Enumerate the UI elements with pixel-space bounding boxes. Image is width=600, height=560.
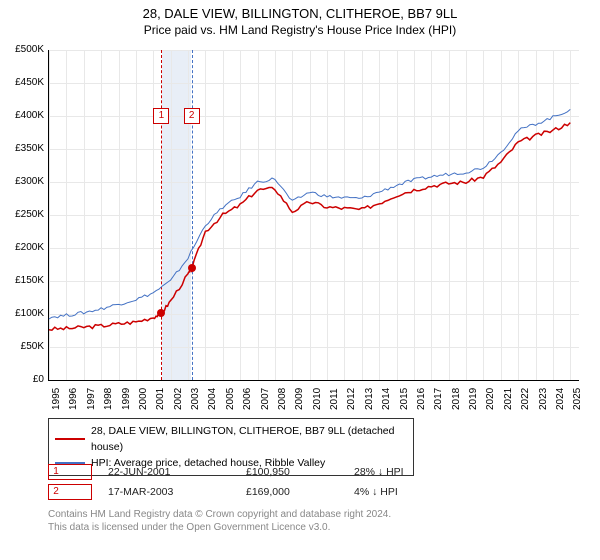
xtick-label: 2006	[242, 388, 253, 410]
xtick-label: 2024	[555, 388, 566, 410]
tx-date: 22-JUN-2001	[108, 466, 246, 478]
chart-svg	[49, 50, 579, 380]
xtick-label: 2009	[294, 388, 305, 410]
ytick-label: £400K	[0, 110, 44, 121]
xtick-label: 2000	[138, 388, 149, 410]
xtick-label: 2016	[416, 388, 427, 410]
xtick-label: 2025	[572, 388, 583, 410]
xtick-label: 2020	[485, 388, 496, 410]
xtick-label: 2018	[451, 388, 462, 410]
xtick-label: 2019	[468, 388, 479, 410]
xtick-label: 2001	[155, 388, 166, 410]
tx-date: 17-MAR-2003	[108, 486, 246, 498]
xtick-label: 2003	[190, 388, 201, 410]
transaction-row: 2 17-MAR-2003£169,0004% ↓ HPI	[48, 482, 432, 502]
container: 28, DALE VIEW, BILLINGTON, CLITHEROE, BB…	[0, 0, 600, 560]
tx-marker-box: 2	[48, 484, 92, 500]
xtick-label: 2013	[364, 388, 375, 410]
ytick-label: £50K	[0, 341, 44, 352]
page-subtitle: Price paid vs. HM Land Registry's House …	[0, 21, 600, 37]
tx-marker-box: 1	[48, 464, 92, 480]
data-point	[188, 264, 196, 272]
xtick-label: 1999	[121, 388, 132, 410]
xtick-label: 2004	[207, 388, 218, 410]
xtick-label: 2015	[399, 388, 410, 410]
xtick-label: 1995	[51, 388, 62, 410]
page-title: 28, DALE VIEW, BILLINGTON, CLITHEROE, BB…	[0, 0, 600, 21]
tx-price: £169,000	[246, 486, 354, 498]
ytick-label: £350K	[0, 143, 44, 154]
xtick-label: 2005	[225, 388, 236, 410]
series-hpi	[49, 109, 570, 319]
ytick-label: £250K	[0, 209, 44, 220]
ytick-label: £150K	[0, 275, 44, 286]
legend-label: 28, DALE VIEW, BILLINGTON, CLITHEROE, BB…	[91, 423, 407, 455]
ytick-label: £450K	[0, 77, 44, 88]
xtick-label: 2023	[538, 388, 549, 410]
xtick-label: 2017	[433, 388, 444, 410]
tx-change: 28% ↓ HPI	[354, 466, 432, 478]
xtick-label: 2012	[346, 388, 357, 410]
transaction-row: 1 22-JUN-2001£100,95028% ↓ HPI	[48, 462, 432, 482]
ytick-label: £100K	[0, 308, 44, 319]
xtick-label: 2010	[312, 388, 323, 410]
xtick-label: 1998	[103, 388, 114, 410]
xtick-label: 2011	[329, 388, 340, 410]
xtick-label: 2002	[173, 388, 184, 410]
tx-change: 4% ↓ HPI	[354, 486, 426, 498]
xtick-label: 2022	[520, 388, 531, 410]
xtick-label: 2007	[260, 388, 271, 410]
legend-row: 28, DALE VIEW, BILLINGTON, CLITHEROE, BB…	[55, 423, 407, 455]
xtick-label: 2014	[381, 388, 392, 410]
data-point	[157, 309, 165, 317]
ytick-label: £200K	[0, 242, 44, 253]
tx-price: £100,950	[246, 466, 354, 478]
legend-swatch	[55, 438, 85, 440]
transaction-table: 1 22-JUN-2001£100,95028% ↓ HPI 2 17-MAR-200…	[48, 462, 432, 502]
ytick-label: £300K	[0, 176, 44, 187]
footer-line2: This data is licensed under the Open Gov…	[48, 521, 391, 534]
xtick-label: 2021	[503, 388, 514, 410]
footer-line1: Contains HM Land Registry data © Crown c…	[48, 508, 391, 521]
ytick-label: £500K	[0, 44, 44, 55]
footer: Contains HM Land Registry data © Crown c…	[48, 508, 391, 534]
xtick-label: 1996	[68, 388, 79, 410]
xtick-label: 1997	[86, 388, 97, 410]
series-price_paid	[49, 123, 570, 331]
ytick-label: £0	[0, 374, 44, 385]
chart-area: 12	[48, 50, 579, 381]
xtick-label: 2008	[277, 388, 288, 410]
